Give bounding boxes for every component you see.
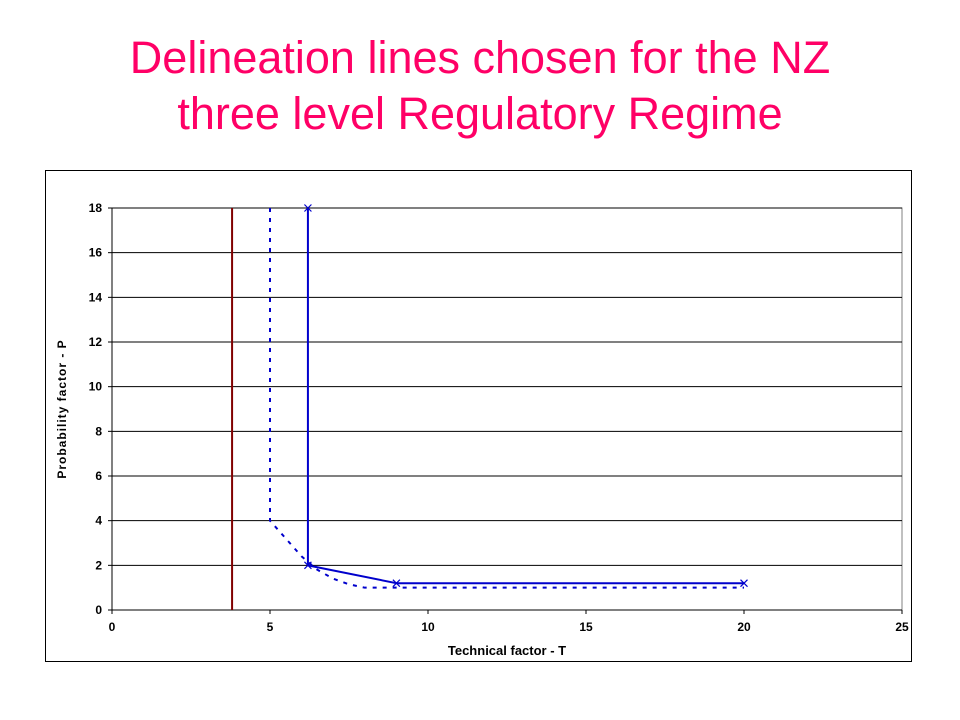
y-tick-label-12: 12: [89, 335, 103, 349]
series-line-1: [306, 208, 744, 585]
marker-stroke: [303, 204, 312, 212]
x-axis-label: Technical factor - T: [448, 643, 566, 658]
marker-stroke: [740, 579, 748, 588]
y-tick-label-2: 2: [95, 558, 102, 572]
series-line-2: [269, 208, 744, 589]
y-tick-label-14: 14: [89, 290, 103, 304]
marker-stroke: [392, 579, 401, 588]
data-point-1-3: [392, 579, 401, 588]
x-tick-label-0: 0: [109, 620, 116, 634]
plot-area: [111, 207, 903, 611]
y-tick-label-0: 0: [95, 603, 102, 617]
x-tick-label-15: 15: [579, 620, 593, 634]
x-tick-label-20: 20: [737, 620, 751, 634]
axes: [108, 207, 903, 614]
tick-labels: 0 2 4 6 8 10 12 14 16 18 0 5 10 15 20 25: [89, 201, 909, 634]
y-tick-label-18: 18: [89, 201, 103, 215]
series-group: [231, 204, 748, 610]
slide-title: Delineation lines chosen for the NZ thre…: [0, 30, 960, 142]
y-tick-label-6: 6: [95, 469, 102, 483]
y-tick-label-8: 8: [95, 424, 102, 438]
y-tick-label-4: 4: [95, 514, 102, 528]
data-point-1-1: [303, 204, 312, 212]
chart-area: 0 2 4 6 8 10 12 14 16 18 0 5 10 15 20 25 Technical fact…: [45, 170, 912, 662]
x-tick-label-5: 5: [267, 620, 274, 634]
x-tick-label-25: 25: [895, 620, 909, 634]
y-axis-label: Probability factor - P: [55, 339, 69, 478]
data-point-1-4: [740, 579, 748, 588]
slide-title-line-1: Delineation lines chosen for the NZ: [129, 32, 831, 83]
x-tick-label-10: 10: [421, 620, 435, 634]
y-tick-label-16: 16: [89, 246, 103, 260]
line-chart: 0 2 4 6 8 10 12 14 16 18 0 5 10 15 20 25 Technical fact…: [55, 201, 909, 658]
gridlines: [112, 207, 902, 566]
y-tick-label-10: 10: [89, 380, 103, 394]
slide-title-line-2: three level Regulatory Regime: [177, 88, 783, 139]
